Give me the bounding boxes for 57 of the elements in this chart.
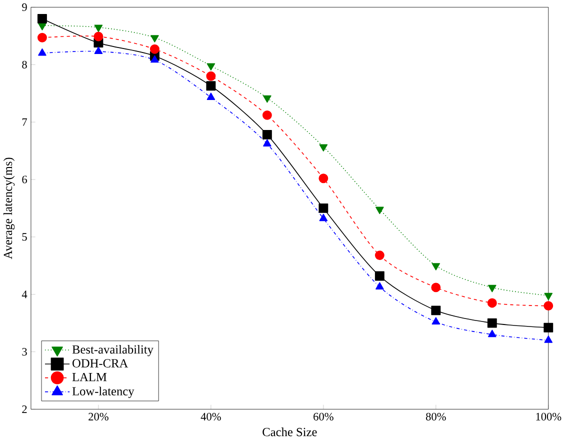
point [376,282,384,290]
point [374,271,384,281]
point [150,44,160,54]
legend-label: ODH-CRA [72,359,128,368]
point [432,263,440,271]
point [374,250,384,260]
point [150,55,159,63]
x-tick-label: 100% [536,413,562,421]
legend-label: Low-latency [72,386,134,398]
point [376,206,384,214]
point [487,298,497,308]
x-axis-title: Cache Size [262,428,317,436]
legend-label: LALM [72,373,107,382]
x-tick-label: 80% [426,413,446,421]
point [94,46,103,54]
point [432,317,440,325]
y-tick-label: 2 [22,406,27,414]
y-tick-label: 3 [22,348,27,356]
point [263,96,272,103]
y-tick-label: 9 [22,4,27,12]
x-tick-label: 60% [314,413,334,421]
point [206,81,216,91]
point [544,323,554,333]
point [431,306,441,316]
point [262,110,272,120]
y-tick-label: 8 [22,61,27,69]
y-tick-label: 7 [22,118,27,126]
point [544,301,554,311]
point [488,330,496,338]
point [544,293,553,300]
point [150,35,159,43]
point [94,32,104,42]
point [206,63,216,71]
point [431,282,441,292]
y-tick-label: 5 [22,233,27,241]
point [319,144,328,152]
point [318,204,328,214]
point [487,318,497,328]
legend-label: Best-availability [72,345,154,356]
point [38,23,46,30]
point [488,285,496,292]
point [206,92,216,100]
point [318,174,328,184]
y-tick-label: 6 [22,176,27,184]
y-axis-title: Average latency(ms) [3,158,15,260]
x-tick-label: 40% [200,413,221,421]
point [38,48,46,56]
point [94,24,103,32]
point [262,130,272,140]
x-tick-label: 20% [88,413,108,421]
point [263,139,272,147]
point [544,336,553,344]
point [37,14,47,24]
point [206,72,216,82]
point [37,33,47,43]
point [319,214,328,222]
y-tick-label: 4 [22,290,28,298]
